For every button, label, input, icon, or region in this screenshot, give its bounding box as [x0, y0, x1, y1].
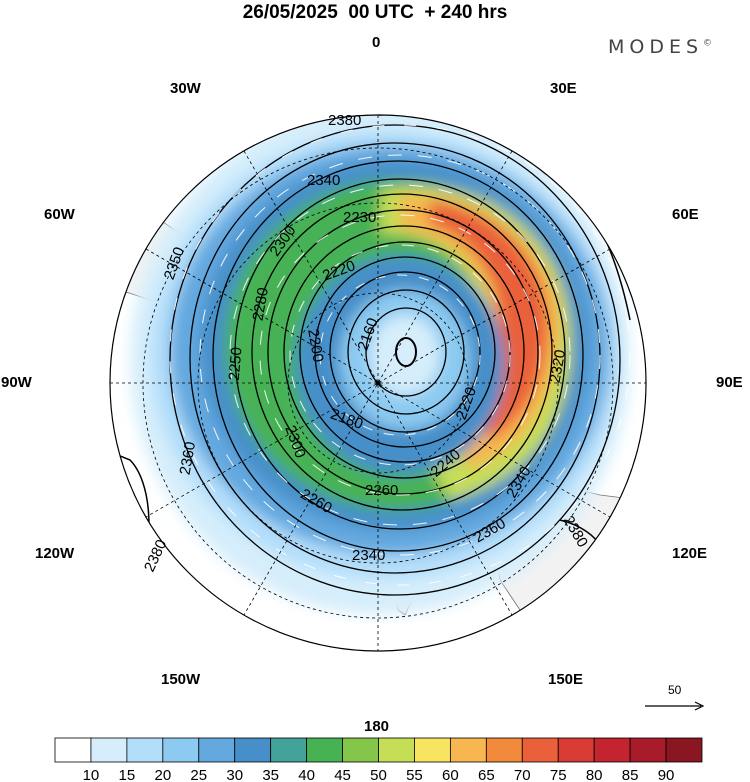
vector-scale-arrow — [645, 701, 705, 711]
copyright-mark: © — [703, 38, 713, 49]
longitude-label-180: 180 — [364, 718, 390, 735]
contour-label: 2340 — [307, 172, 340, 189]
map-title: 26/05/2025 00 UTC + 240 hrs — [242, 2, 508, 23]
wind-vectors — [169, 124, 631, 586]
map-disk — [110, 115, 646, 651]
longitude-label-90e: 90E — [716, 374, 743, 391]
longitude-label-150w: 150W — [161, 671, 201, 688]
longitude-label-0: 0 — [372, 34, 381, 51]
vector-scale-label: 50 — [668, 683, 682, 697]
contour-label: 2250 — [226, 346, 246, 381]
longitude-label-60e: 60E — [672, 206, 699, 223]
contour-label: 2380 — [328, 112, 361, 129]
longitude-label-150e: 150E — [548, 671, 584, 688]
contour-label: 2230 — [343, 209, 376, 226]
longitude-label-90w: 90W — [1, 374, 32, 391]
brand-logo: MODES© — [608, 36, 712, 58]
longitude-label-120e: 120E — [672, 545, 708, 562]
longitude-label-120w: 120W — [35, 545, 75, 562]
contour-label: 2260 — [365, 482, 398, 499]
contour-label: 2200 — [304, 328, 327, 364]
contour-label: 2280 — [250, 286, 273, 322]
contour-label: 2380 — [141, 537, 171, 574]
contour-label: 2320 — [547, 348, 570, 384]
longitude-label-30e: 30E — [550, 80, 577, 97]
longitude-label-30w: 30W — [170, 80, 201, 97]
contour-label: 2340 — [352, 547, 385, 564]
brand-name: MODES — [608, 36, 704, 58]
map-border — [109, 114, 647, 652]
contour-label: 2360 — [177, 440, 200, 476]
pole-marker — [375, 380, 381, 386]
longitude-label-60w: 60W — [44, 206, 75, 223]
graticule — [110, 115, 646, 651]
